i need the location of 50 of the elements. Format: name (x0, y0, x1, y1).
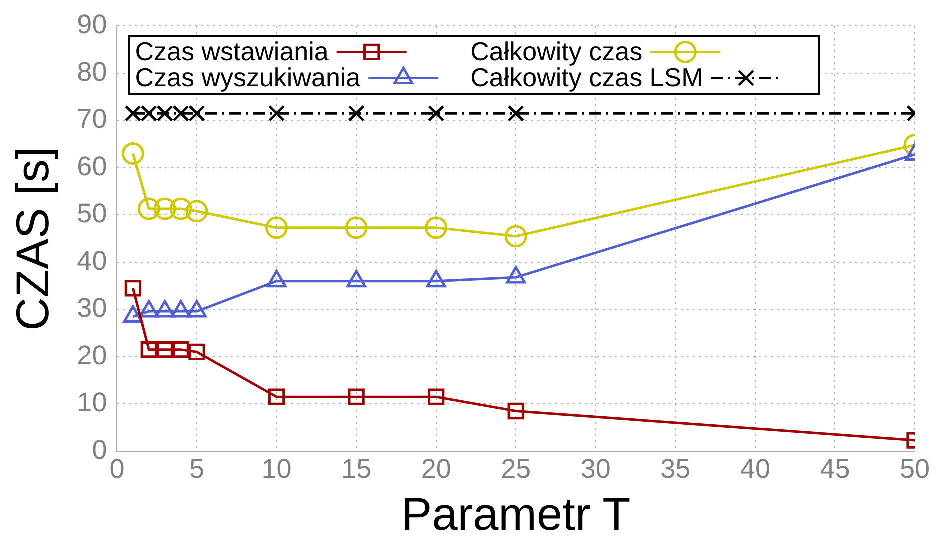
point (268, 105, 286, 122)
point (345, 216, 368, 240)
x-tick-label: 10 (262, 454, 292, 484)
y-tick-label: 90 (77, 10, 108, 40)
point (425, 216, 448, 240)
y-tick-label: 10 (77, 388, 108, 418)
point (122, 142, 144, 166)
y-tick-label: 20 (77, 340, 108, 370)
point (188, 344, 206, 361)
x-tick-label: 5 (189, 454, 205, 484)
point (348, 388, 365, 406)
x-tick-label: 25 (501, 454, 532, 484)
point (504, 225, 528, 248)
point (508, 402, 524, 420)
x-tick-label: 45 (820, 454, 850, 484)
x-tick-label: 30 (580, 454, 611, 484)
x-tick-label: 35 (660, 454, 691, 484)
y-tick-label: 50 (77, 198, 108, 229)
x-tick-label: 50 (900, 454, 930, 484)
point (186, 200, 208, 223)
point (156, 342, 174, 358)
point (428, 105, 445, 122)
y-axis-title: CZAS [s] (6, 146, 58, 331)
point (172, 342, 190, 358)
point (156, 105, 174, 122)
y-tick-label: 60 (77, 151, 108, 182)
point (124, 105, 142, 122)
point (124, 280, 142, 297)
y-tick-label: 0 (92, 434, 108, 465)
x-tick-label: 40 (740, 454, 770, 484)
point (140, 342, 158, 358)
legend-label: Całkowity czas (470, 36, 643, 66)
y-tick-label: 40 (77, 246, 108, 276)
point (170, 198, 192, 220)
point (428, 388, 445, 406)
point (140, 105, 158, 122)
point (188, 105, 206, 122)
point (138, 198, 160, 220)
point (348, 105, 365, 122)
point (154, 198, 176, 220)
x-tick-label: 20 (421, 454, 452, 484)
x-axis-title: Parametr T (402, 488, 631, 540)
point (172, 105, 190, 122)
y-tick-label: 70 (77, 104, 108, 134)
point (266, 216, 288, 240)
y-tick-label: 80 (77, 56, 108, 87)
x-tick-label: 15 (342, 454, 372, 484)
y-tick-label: 30 (77, 293, 108, 324)
point (508, 105, 524, 122)
point (268, 388, 286, 406)
